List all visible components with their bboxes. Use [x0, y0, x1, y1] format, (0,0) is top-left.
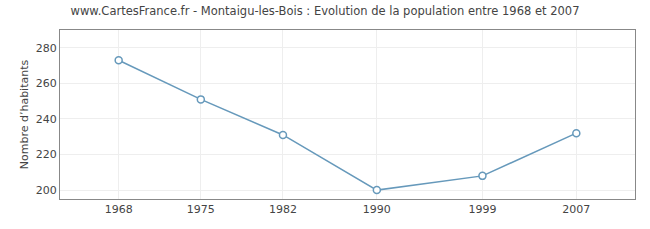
svg-text:1999: 1999: [468, 203, 496, 216]
svg-text:2007: 2007: [562, 203, 590, 216]
svg-text:1975: 1975: [187, 203, 215, 216]
svg-text:240: 240: [36, 113, 57, 126]
svg-text:260: 260: [36, 77, 57, 90]
svg-text:280: 280: [36, 42, 57, 55]
svg-text:www.CartesFrance.fr - Montaigu: www.CartesFrance.fr - Montaigu-les-Bois …: [71, 4, 580, 18]
svg-text:Nombre d’habitants: Nombre d’habitants: [18, 59, 31, 169]
svg-text:200: 200: [36, 184, 57, 197]
svg-text:1968: 1968: [105, 203, 133, 216]
svg-text:220: 220: [36, 148, 57, 161]
svg-text:1982: 1982: [269, 203, 297, 216]
svg-text:1990: 1990: [363, 203, 391, 216]
